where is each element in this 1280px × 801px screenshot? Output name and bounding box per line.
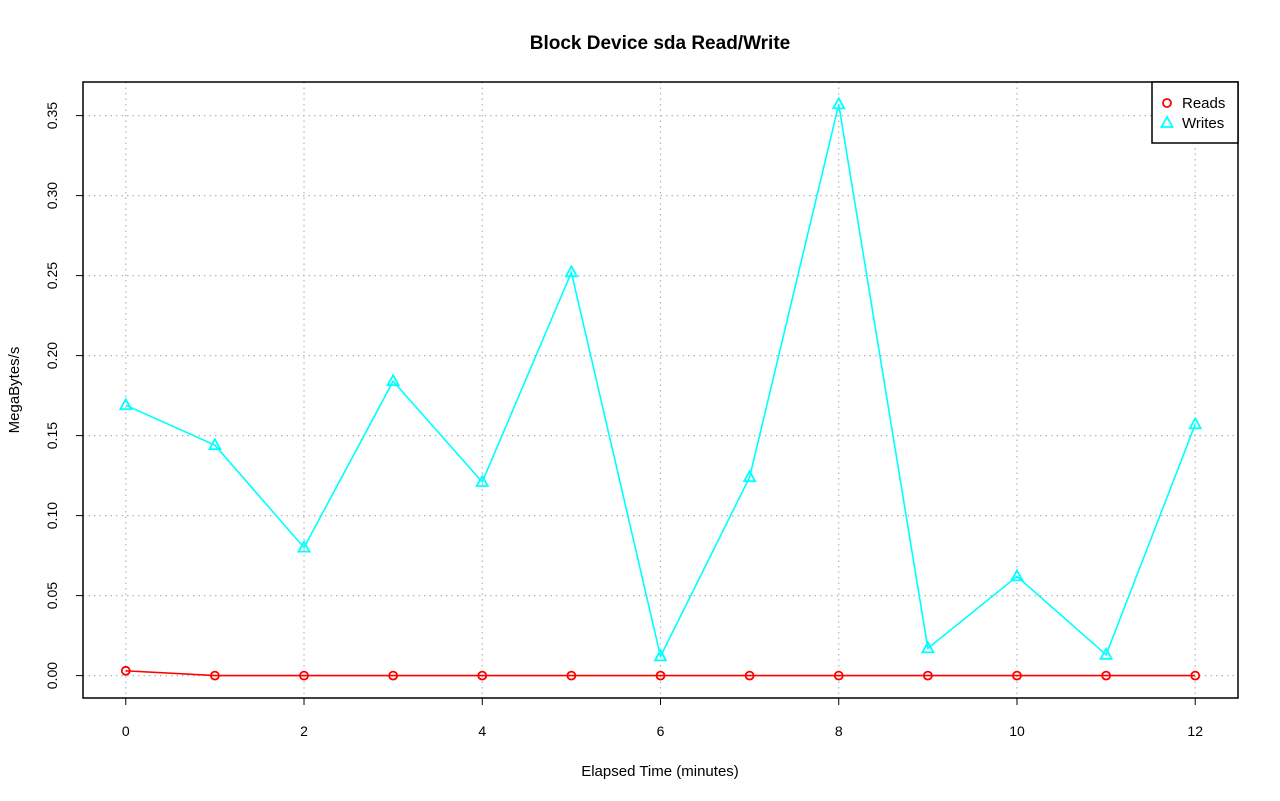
chart-title: Block Device sda Read/Write — [530, 33, 790, 54]
grid — [83, 82, 1238, 698]
writes-point — [386, 373, 401, 387]
writes-point — [920, 640, 935, 654]
y-tick-label: 0.05 — [44, 582, 60, 609]
y-axis-label: MegaBytes/s — [6, 347, 23, 434]
x-axis-label: Elapsed Time (minutes) — [581, 763, 739, 780]
y-tick-label: 0.30 — [44, 182, 60, 209]
reads-point — [209, 670, 220, 681]
writes-point — [475, 474, 490, 487]
x-tick-label: 0 — [122, 723, 130, 739]
writes-point — [1188, 416, 1203, 430]
writes-point — [742, 469, 757, 483]
x-tick-label: 12 — [1187, 723, 1203, 739]
writes-point — [296, 539, 312, 553]
x-tick-label: 10 — [1009, 723, 1025, 739]
reads-point — [1101, 670, 1112, 681]
legend: Reads Writes — [1151, 81, 1239, 144]
y-tick-label: 0.35 — [44, 102, 60, 129]
writes-line — [125, 104, 1196, 659]
writes-point — [831, 96, 846, 110]
plot-frame — [82, 81, 1239, 699]
legend-reads-label: Reads — [1182, 95, 1225, 112]
writes-point — [207, 437, 222, 451]
reads-point — [922, 670, 933, 681]
writes-point — [1009, 568, 1025, 582]
x-tick-label: 2 — [300, 723, 308, 739]
legend-reads-marker — [1162, 98, 1172, 108]
writes-series — [118, 96, 1203, 662]
reads-point — [299, 670, 309, 681]
x-tick-label: 4 — [478, 723, 486, 739]
y-tick-label: 0.10 — [44, 502, 60, 529]
y-tick-label: 0.25 — [44, 262, 60, 289]
writes-point — [118, 397, 133, 411]
axes: 0 2 4 6 8 10 12 0.00 0.05 0.10 0.15 0.20 0.25 0.30 0.3… — [44, 102, 1203, 739]
writes-point — [653, 648, 668, 662]
reads-point — [388, 670, 399, 681]
reads-point — [1012, 670, 1022, 681]
reads-point — [655, 670, 666, 681]
writes-point — [1099, 646, 1114, 660]
reads-line — [125, 670, 1196, 677]
x-tick-label: 8 — [835, 723, 843, 739]
reads-point — [120, 665, 131, 676]
reads-point — [1190, 670, 1201, 681]
reads-series — [120, 665, 1201, 681]
y-tick-label: 0.20 — [44, 342, 60, 369]
legend-writes-label: Writes — [1182, 115, 1224, 132]
y-tick-label: 0.00 — [44, 662, 60, 689]
reads-point — [833, 670, 844, 681]
reads-point — [566, 670, 577, 681]
legend-box — [1151, 81, 1239, 144]
y-tick-label: 0.15 — [44, 422, 60, 449]
reads-point — [477, 670, 488, 681]
x-tick-label: 6 — [657, 723, 665, 739]
reads-point — [744, 670, 755, 681]
plot-area — [118, 96, 1203, 681]
legend-writes-marker — [1159, 115, 1175, 128]
writes-point — [564, 264, 579, 278]
